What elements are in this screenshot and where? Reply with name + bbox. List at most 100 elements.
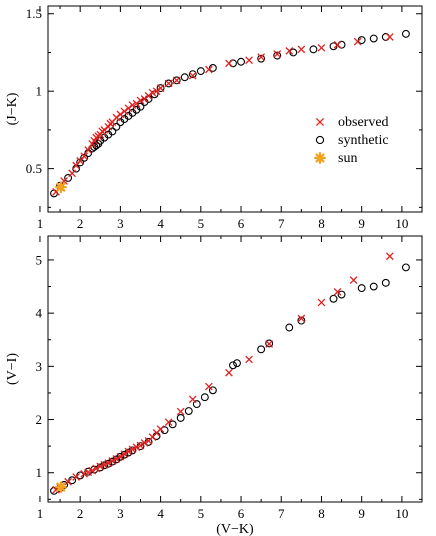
point-observed-stroke-b — [136, 96, 145, 105]
point-observed — [88, 466, 97, 475]
point-observed-stroke-b — [132, 99, 141, 108]
x-tick-label: 8 — [318, 506, 325, 521]
point-observed — [317, 298, 326, 307]
point-synthetic — [381, 278, 390, 287]
point-observed-stroke-b — [164, 79, 173, 88]
point-observed — [317, 43, 326, 52]
point-observed — [148, 88, 157, 97]
legend-label-observed: observed — [338, 115, 389, 130]
point-observed-stroke-b — [96, 462, 105, 471]
point-observed — [156, 84, 165, 92]
point-synthetic — [357, 36, 366, 45]
point-observed — [333, 40, 342, 49]
point-synthetic — [369, 34, 378, 43]
point-observed-stroke-b — [285, 47, 294, 55]
x-tick-label: 9 — [358, 506, 365, 521]
point-observed-stroke-b — [112, 113, 121, 122]
point-observed — [80, 152, 89, 161]
point-synthetic — [108, 457, 117, 466]
point-observed-stroke-b — [333, 40, 342, 49]
point-observed-stroke-b — [273, 50, 282, 58]
x-tick-label: 2 — [77, 506, 84, 521]
point-observed-stroke-b — [156, 425, 165, 433]
point-synthetic — [180, 73, 189, 82]
point-synthetic — [208, 386, 217, 395]
x-tick-label: 9 — [358, 216, 365, 231]
point-synthetic — [337, 290, 346, 299]
point-synthetic — [265, 339, 274, 348]
point-synthetic — [112, 455, 121, 464]
legend-marker-observed-stroke-b — [315, 117, 325, 127]
point-observed-stroke-b — [188, 71, 197, 80]
point-observed-stroke-b — [172, 76, 181, 85]
point-observed — [385, 252, 394, 261]
point-observed-stroke-b — [112, 455, 121, 463]
x-tick-label: 6 — [238, 506, 245, 521]
point-synthetic — [401, 263, 410, 272]
point-synthetic — [208, 64, 217, 72]
point-observed — [64, 477, 72, 486]
point-synthetic — [273, 51, 282, 60]
y-tick-label: 3 — [36, 359, 43, 374]
point-observed-stroke-b — [245, 56, 253, 65]
legend-marker-sun-ray — [315, 153, 325, 163]
point-observed-stroke-b — [164, 418, 173, 427]
point-synthetic — [124, 448, 133, 457]
point-synthetic — [108, 127, 117, 136]
x-tick-label: 7 — [278, 506, 285, 521]
point-synthetic — [176, 413, 185, 422]
point-observed-stroke-b — [297, 45, 306, 54]
point-observed — [68, 169, 76, 178]
point-observed — [164, 79, 173, 88]
x-tick-label: 1 — [37, 506, 44, 521]
point-synthetic — [136, 102, 145, 111]
point-synthetic — [329, 294, 338, 303]
point-synthetic — [309, 45, 318, 54]
point-observed-stroke-b — [156, 84, 165, 92]
point-observed — [245, 56, 253, 65]
point-observed — [84, 468, 93, 477]
point-observed — [72, 473, 81, 481]
point-synthetic — [184, 407, 193, 415]
point-observed-stroke-b — [205, 382, 213, 391]
point-observed-stroke-b — [124, 447, 133, 456]
x-tick-label: 2 — [77, 216, 84, 231]
legend-marker-observed — [315, 117, 325, 127]
point-observed-stroke-b — [148, 88, 157, 97]
panel-bottom-vi: 1 2 3 4 5 6 7 8 9 10 1 2 3 4 5 (V−I) (V−K) — [5, 235, 423, 536]
point-observed — [128, 445, 137, 454]
y-tick-label: 1 — [36, 84, 43, 99]
point-observed — [205, 382, 213, 391]
point-synthetic — [68, 476, 77, 485]
x-tick-label: 5 — [198, 506, 205, 521]
point-observed-stroke-b — [136, 441, 145, 450]
point-observed-stroke-b — [88, 466, 97, 475]
point-observed-stroke-b — [188, 395, 197, 404]
point-observed-stroke-b — [144, 91, 153, 100]
point-observed-stroke-b — [116, 452, 125, 461]
point-observed-stroke-b — [64, 477, 72, 486]
y-tick-label: 0.5 — [26, 161, 42, 176]
point-observed — [140, 95, 149, 103]
point-synthetic — [168, 420, 177, 429]
legend-marker-sun — [314, 152, 326, 164]
point-synthetic — [76, 158, 85, 167]
point-observed-stroke-b — [84, 146, 93, 154]
x-tick-label: 7 — [278, 216, 285, 231]
point-observed — [124, 104, 133, 113]
x-tick-label: 3 — [117, 216, 124, 231]
x-tick-label: 10 — [395, 216, 408, 231]
plot-frame — [47, 235, 423, 503]
point-observed — [132, 99, 141, 108]
point-observed-stroke-b — [297, 314, 306, 323]
point-synthetic — [297, 316, 306, 325]
point-sun — [55, 481, 67, 493]
point-observed-stroke-b — [245, 355, 253, 364]
point-observed-stroke-b — [265, 340, 274, 348]
point-synthetic — [164, 79, 173, 88]
y-tick-label: 2 — [36, 412, 43, 427]
point-observed — [100, 126, 109, 134]
point-observed — [112, 455, 121, 463]
x-axis-title: (V−K) — [216, 522, 254, 536]
point-synthetic — [80, 153, 89, 162]
